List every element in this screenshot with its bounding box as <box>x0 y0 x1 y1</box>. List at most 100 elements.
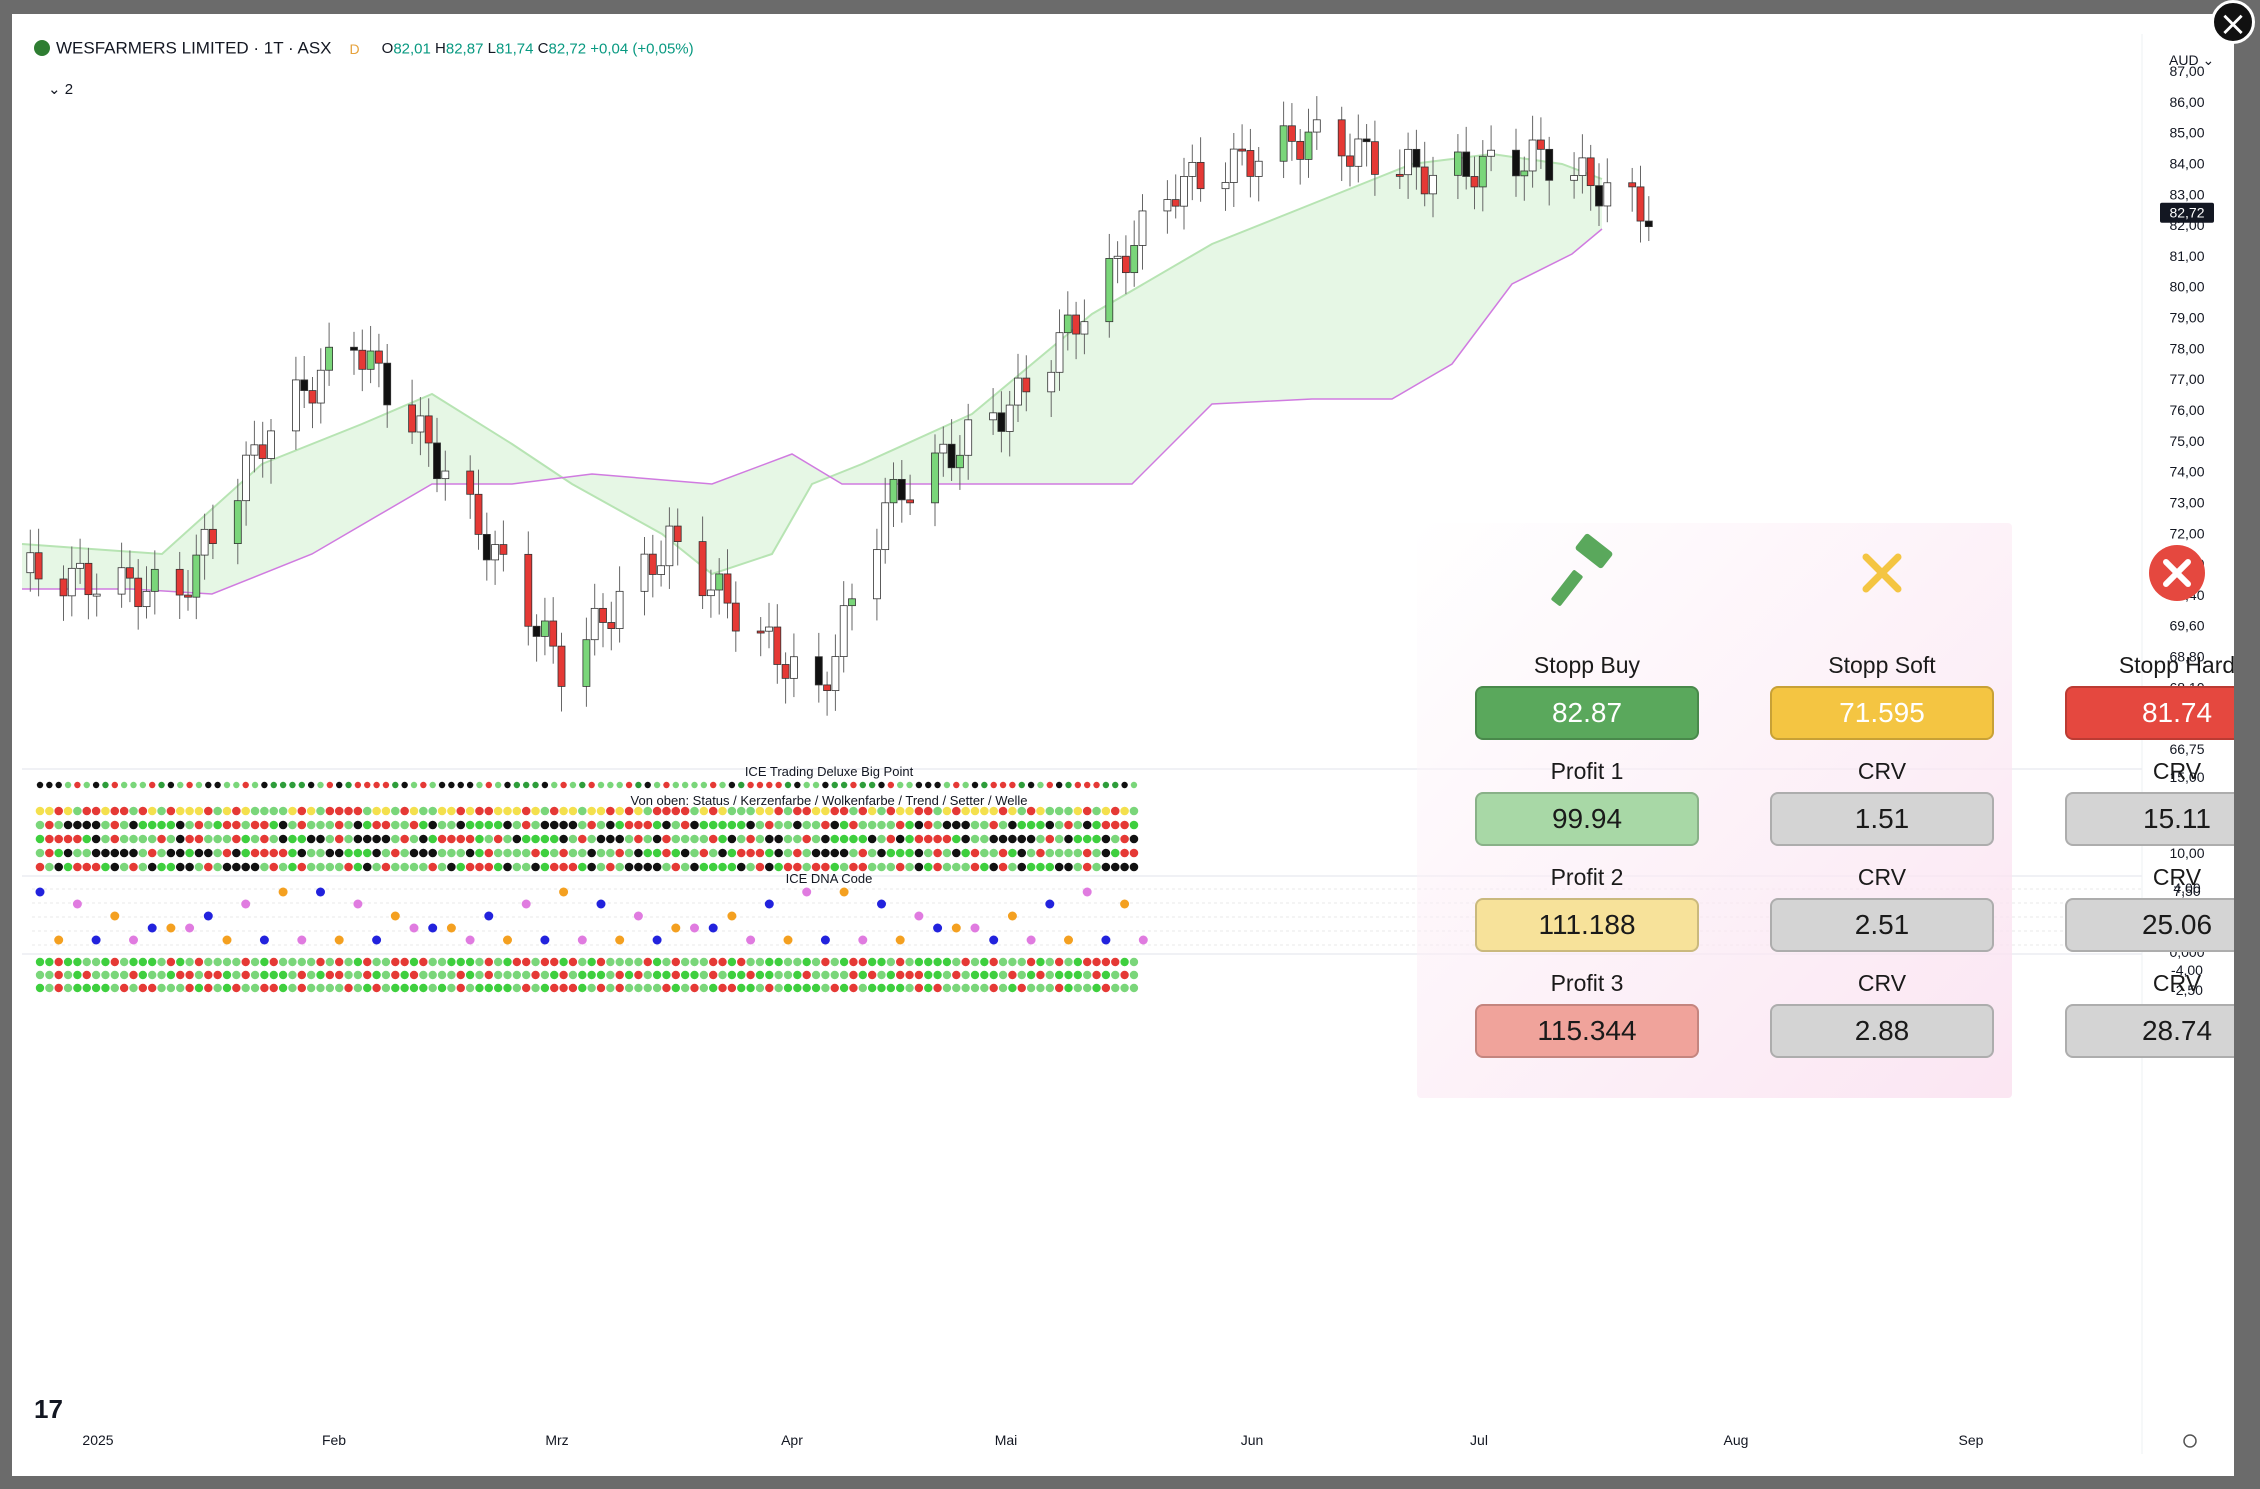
status-dot <box>755 806 765 816</box>
candle-body <box>1055 332 1064 373</box>
status-dot <box>867 834 877 844</box>
status-dot <box>1008 848 1017 858</box>
status-dot <box>147 834 157 844</box>
status-dot <box>1120 806 1129 816</box>
momentum-dot <box>867 983 877 993</box>
momentum-dot <box>222 983 232 993</box>
crv-value-box[interactable]: 25.06 <box>2065 898 2234 952</box>
momentum-dot <box>1054 983 1064 993</box>
momentum-dot <box>1073 970 1083 980</box>
dna-dot <box>353 899 363 909</box>
momentum-dot <box>531 970 540 980</box>
status-dot <box>166 862 176 872</box>
status-dot <box>362 820 372 830</box>
momentum-dot <box>185 957 194 967</box>
momentum-dot <box>1083 970 1092 980</box>
status-dot <box>736 848 746 858</box>
profit-value-box[interactable]: 115.344 <box>1475 1004 1699 1058</box>
big-point-dot <box>64 781 72 789</box>
status-dot <box>708 848 718 858</box>
data-badge: D <box>349 40 360 57</box>
status-dot <box>419 820 428 830</box>
status-dot <box>63 848 73 858</box>
status-dot <box>746 820 755 830</box>
currency-selector[interactable]: AUD ⌄ <box>2169 52 2215 68</box>
candle-body <box>184 594 192 598</box>
status-dot <box>129 834 138 844</box>
price-chart[interactable]: 87,0086,0085,0084,0083,0082,0081,0080,00… <box>12 14 2234 1476</box>
status-dot <box>961 820 970 830</box>
crv-value-box[interactable]: 28.74 <box>2065 1004 2234 1058</box>
status-dot <box>250 862 260 872</box>
status-dot <box>914 848 924 858</box>
dna-dot <box>372 935 382 945</box>
momentum-dot <box>260 957 269 967</box>
symbol-title[interactable]: WESFARMERS LIMITED · 1T · ASX <box>56 38 332 58</box>
dna-dot <box>91 935 101 945</box>
tradingview-logo[interactable]: 17 <box>34 1394 63 1424</box>
status-dot <box>101 848 110 858</box>
stop-value-box[interactable]: 81.74 <box>2065 686 2234 740</box>
candle-body <box>250 444 259 456</box>
big-point-dot <box>177 781 184 789</box>
status-dot <box>147 862 157 872</box>
big-point-dot <box>476 781 483 789</box>
status-dot <box>774 862 783 872</box>
crv-value-box[interactable]: 2.88 <box>1770 1004 1994 1058</box>
status-dot <box>718 834 727 844</box>
price-axis-label: 73,00 <box>2169 494 2204 510</box>
momentum-dot <box>989 983 998 993</box>
big-point-dot <box>906 781 913 789</box>
profit-value-box[interactable]: 111.188 <box>1475 898 1699 952</box>
momentum-dot <box>316 983 325 993</box>
momentum-dot <box>568 970 578 980</box>
momentum-dot <box>802 983 811 993</box>
momentum-dot <box>970 983 980 993</box>
status-dot <box>381 862 391 872</box>
stop-value-box[interactable]: 82.87 <box>1475 686 1699 740</box>
status-dot <box>512 806 522 816</box>
status-dot <box>204 806 213 816</box>
momentum-dot <box>35 983 45 993</box>
status-dot <box>204 820 213 830</box>
status-dot <box>1054 834 1064 844</box>
momentum-dot <box>606 957 615 967</box>
stop-value-box[interactable]: 71.595 <box>1770 686 1994 740</box>
status-dot <box>596 834 606 844</box>
status-dot <box>942 848 952 858</box>
dna-dot <box>1101 935 1111 945</box>
momentum-dot <box>699 983 709 993</box>
dna-dot <box>390 911 400 921</box>
momentum-dot <box>849 957 858 967</box>
big-point-dot <box>812 781 820 789</box>
momentum-dot <box>363 970 372 980</box>
momentum-dot <box>437 970 447 980</box>
status-dot <box>1092 834 1101 844</box>
status-dot <box>288 820 297 830</box>
momentum-dot <box>718 957 727 967</box>
status-dot <box>811 820 821 830</box>
momentum-dot <box>550 970 559 980</box>
crv-value-box[interactable]: 15.11 <box>2065 792 2234 846</box>
candle-body <box>590 607 599 641</box>
dna-dot <box>334 935 344 945</box>
crv-value-box[interactable]: 1.51 <box>1770 792 1994 846</box>
momentum-dot <box>437 957 447 967</box>
candle-body <box>997 412 1006 432</box>
crv-value-box[interactable]: 2.51 <box>1770 898 1994 952</box>
close-button[interactable]: × <box>2211 0 2255 44</box>
status-dot <box>512 820 522 830</box>
big-point-dot <box>298 781 305 789</box>
momentum-dot <box>278 957 288 967</box>
indicator-toggle[interactable]: ⌄ 2 <box>48 81 74 98</box>
status-dot <box>905 820 914 830</box>
status-dot <box>540 848 550 858</box>
pane-title-big-point: ICE Trading Deluxe Big Point <box>745 764 914 779</box>
status-dot <box>241 806 250 816</box>
status-dot <box>746 848 755 858</box>
status-dot <box>250 834 260 844</box>
big-point-dot <box>46 781 53 789</box>
candle-body <box>848 598 856 607</box>
momentum-dot <box>1101 983 1111 993</box>
profit-value-box[interactable]: 99.94 <box>1475 792 1699 846</box>
